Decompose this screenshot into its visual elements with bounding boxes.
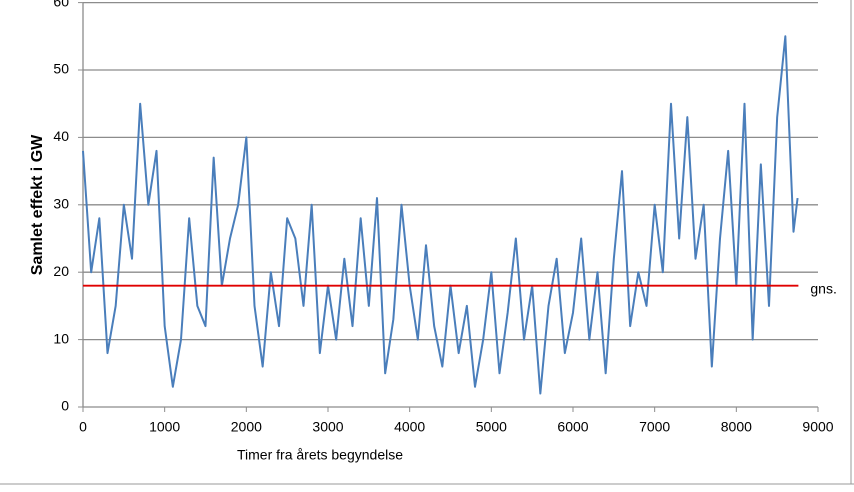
x-tick-label: 8000 xyxy=(721,419,752,435)
y-tick-label: 50 xyxy=(53,61,69,77)
mean-label: gns. xyxy=(810,280,836,296)
x-tick-label: 9000 xyxy=(802,419,833,435)
x-tick-label: 2000 xyxy=(231,419,262,435)
x-tick-label: 3000 xyxy=(312,419,343,435)
y-tick-label: 60 xyxy=(53,0,69,9)
y-tick-label: 10 xyxy=(53,330,69,346)
x-tick-label: 5000 xyxy=(476,419,507,435)
data-line xyxy=(82,35,799,395)
x-axis-label: Timer fra årets begyndelse xyxy=(237,447,403,463)
x-tick-label: 6000 xyxy=(557,419,588,435)
y-tick-label: 0 xyxy=(61,398,69,414)
x-tick-label: 4000 xyxy=(394,419,425,435)
y-tick-label: 40 xyxy=(53,128,69,144)
x-tick-label: 1000 xyxy=(149,419,180,435)
x-tick-label: 7000 xyxy=(639,419,670,435)
y-tick-label: 20 xyxy=(53,263,69,279)
y-axis-label: Samlet effekt i GW xyxy=(29,134,46,275)
y-tick-label: 30 xyxy=(53,196,69,212)
x-tick-label: 0 xyxy=(79,419,87,435)
